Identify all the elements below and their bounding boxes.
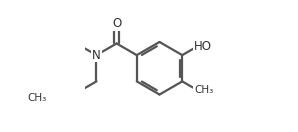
Text: HO: HO <box>194 40 212 53</box>
Text: N: N <box>92 49 101 62</box>
Text: CH₃: CH₃ <box>194 85 213 95</box>
Text: O: O <box>112 17 121 30</box>
Text: CH₃: CH₃ <box>27 93 46 103</box>
